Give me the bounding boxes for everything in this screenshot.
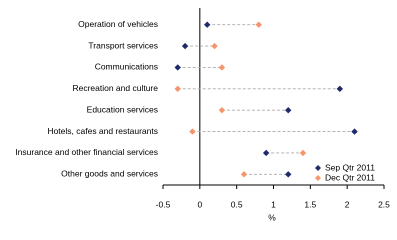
y-tick-label: Hotels, cafes and restaurants xyxy=(47,126,158,136)
y-tick-label: Insurance and other financial services xyxy=(15,147,158,157)
y-tick-label: Operation of vehicles xyxy=(78,19,158,29)
dot xyxy=(218,106,226,114)
page: {"chart_data": {"type": "dot", "categori… xyxy=(15,8,391,223)
dot xyxy=(189,128,196,135)
legend-label: Sep Qtr 2011 xyxy=(325,162,375,172)
dot xyxy=(211,42,218,50)
dot xyxy=(299,149,307,157)
y-tick-label: Recreation and culture xyxy=(72,83,158,93)
y-tick-label: Transport services xyxy=(88,40,158,50)
dot xyxy=(204,21,211,28)
x-tick-label: 1 xyxy=(271,199,276,209)
dot xyxy=(255,21,262,28)
y-tick-label: Communications xyxy=(95,62,158,72)
chart: % -0.5 0 0.5 1 1.5 2 2.5 Operation of vehicles T… xyxy=(15,8,390,222)
dot xyxy=(285,106,292,114)
legend-marker xyxy=(315,175,321,181)
x-tick-label: 1.5 xyxy=(304,199,316,209)
dot xyxy=(240,171,248,178)
dot xyxy=(262,149,270,157)
x-tick-label: -0.5 xyxy=(156,199,171,209)
dot xyxy=(336,85,343,93)
x-tick-label: 0.5 xyxy=(231,199,243,209)
x-tick-label: 2 xyxy=(345,199,350,209)
legend-marker xyxy=(315,165,321,171)
dot xyxy=(351,128,358,135)
legend-label: Dec Qtr 2011 xyxy=(325,172,375,182)
x-tick-label: 0 xyxy=(197,199,202,209)
dot xyxy=(174,64,181,71)
dot xyxy=(181,42,189,50)
y-tick-label: Other goods and services xyxy=(61,169,158,179)
x-tick-label: 2.5 xyxy=(378,199,390,209)
y-tick-label: Education services xyxy=(87,104,158,114)
dot xyxy=(174,85,181,93)
x-axis-label: % xyxy=(268,212,276,222)
dot xyxy=(218,64,226,71)
dot xyxy=(285,171,292,178)
